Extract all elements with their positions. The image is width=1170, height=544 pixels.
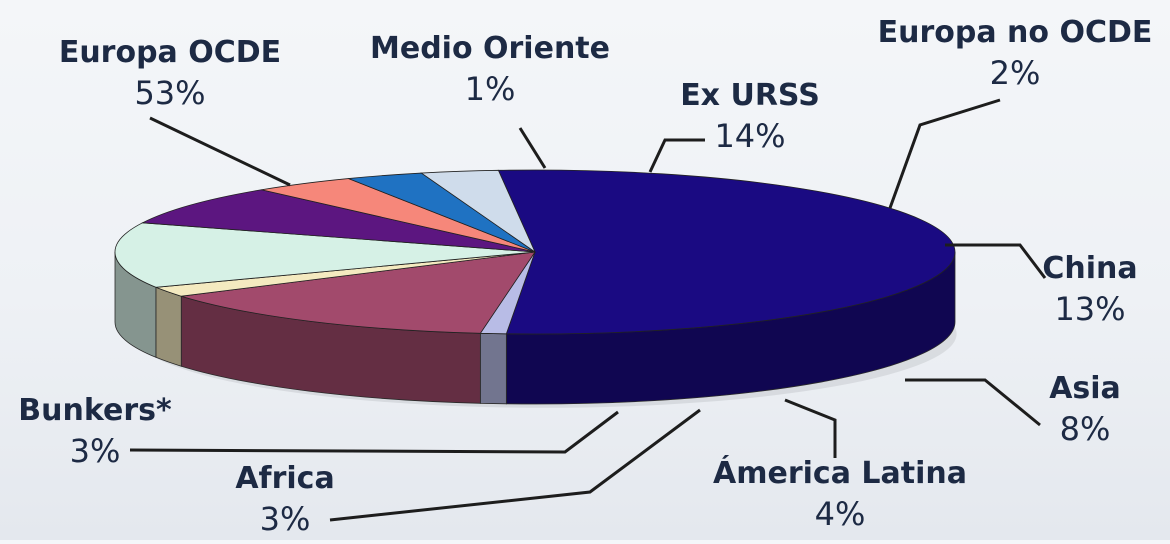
slice-value-medio-oriente: 1% <box>465 70 516 108</box>
slice-value-ex-urss: 14% <box>714 117 785 155</box>
slice-label-asia: Asia <box>1049 371 1121 406</box>
slice-value-bunkers: 3% <box>70 432 121 470</box>
slice-label-china: China <box>1042 251 1137 286</box>
slice-ex-urss <box>181 251 536 334</box>
slice-label-africa: Africa <box>235 461 334 496</box>
slice-side-europa-no-ocde <box>155 286 182 367</box>
slice-asia <box>141 189 536 253</box>
leader-line-bunkers <box>129 410 619 454</box>
pie-layer <box>114 169 957 408</box>
slice-label-america-latina: Ámerica Latina <box>713 455 967 491</box>
slice-label-europa-ocde: Europa OCDE <box>59 35 281 70</box>
slice-label-bunkers: Bunkers* <box>18 393 172 428</box>
leader-line-ex-urss <box>648 138 705 173</box>
slice-value-africa: 3% <box>260 500 311 538</box>
slice-label-europa-no-ocde: Europa no OCDE <box>878 15 1153 50</box>
leader-line-europa-no-ocde <box>888 98 1001 209</box>
slice-label-medio-oriente: Medio Oriente <box>370 31 610 66</box>
slice-value-america-latina: 4% <box>815 495 866 533</box>
leader-line-medio-oriente <box>518 127 547 169</box>
slice-side-medio-oriente <box>479 332 507 405</box>
leader-line-asia <box>905 378 1041 427</box>
leader-line-africa <box>329 408 701 522</box>
slice-value-europa-no-ocde: 2% <box>990 54 1041 92</box>
slice-bunkers <box>420 169 536 254</box>
slice-value-asia: 8% <box>1060 410 1111 448</box>
slice-value-europa-ocde: 53% <box>134 74 205 112</box>
slice-europa-ocde <box>497 169 956 335</box>
slice-label-ex-urss: Ex URSS <box>680 78 820 113</box>
leader-line-china <box>945 243 1047 279</box>
slice-china <box>114 222 536 288</box>
leader-line-europa-ocde <box>149 116 291 187</box>
leader-line-america-latina <box>784 398 837 458</box>
leader-lines <box>129 98 1047 522</box>
slice-labels: Europa OCDE 53% Medio Oriente 1% Ex URSS 14% E… <box>18 15 1152 538</box>
slice-value-china: 13% <box>1054 290 1125 328</box>
